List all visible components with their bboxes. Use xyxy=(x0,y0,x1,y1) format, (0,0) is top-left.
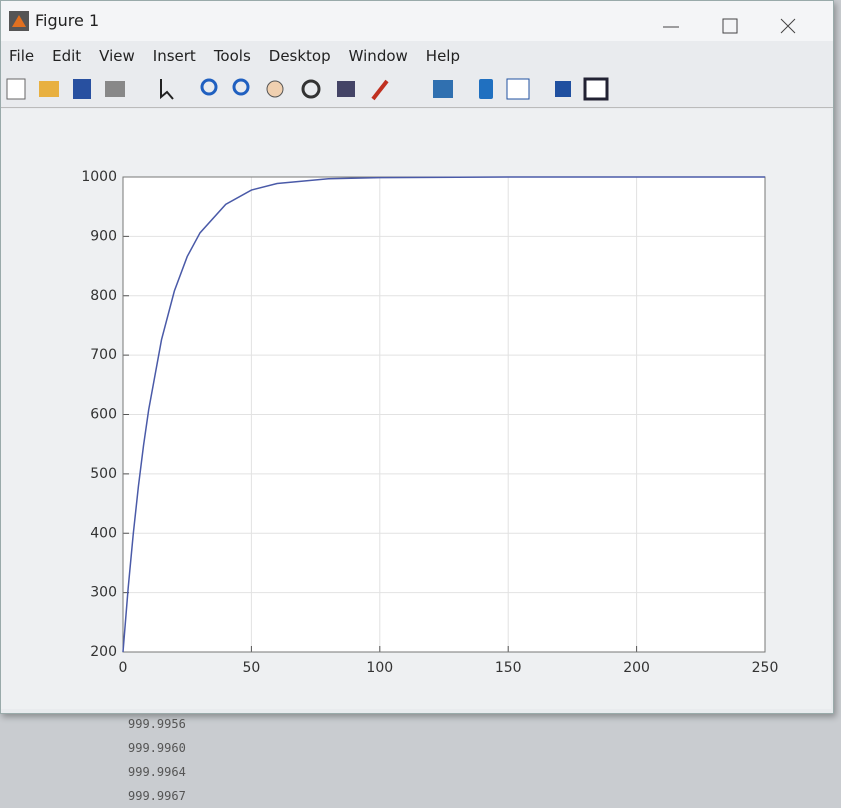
y-tick-label: 600 xyxy=(90,407,117,423)
x-tick-label: 250 xyxy=(752,660,779,676)
y-tick-label: 900 xyxy=(90,228,117,244)
y-tick-label: 800 xyxy=(90,288,117,304)
y-tick-label: 700 xyxy=(90,347,117,363)
menu-item[interactable]: Help xyxy=(426,47,460,65)
page: Figure 1 File Edit View Insert Tools Desktop W… xyxy=(0,0,841,807)
app-icon xyxy=(9,11,29,31)
y-tick-label: 1000 xyxy=(81,169,117,185)
x-tick-label: 0 xyxy=(119,660,128,676)
title-bar: Figure 1 xyxy=(1,1,833,41)
console-line: 999.9956 xyxy=(128,712,186,736)
menu-bar: File Edit View Insert Tools Desktop Window Help xyxy=(1,41,833,71)
x-tick-label: 200 xyxy=(623,660,650,676)
menu-item[interactable]: Window xyxy=(349,47,408,65)
menu-item[interactable]: View xyxy=(99,47,135,65)
x-tick-label: 50 xyxy=(242,660,260,676)
x-tick-label: 150 xyxy=(495,660,522,676)
console-line: 999.9960 xyxy=(128,736,186,760)
y-tick-label: 500 xyxy=(90,466,117,482)
console-line: 999.9964 xyxy=(128,760,186,784)
window-title: Figure 1 xyxy=(35,11,99,30)
y-tick-label: 300 xyxy=(90,585,117,601)
menu-item[interactable]: Edit xyxy=(52,47,81,65)
chart: 200 300 400 500 600 700 800 900 1000 0 50 100 150 200… xyxy=(1,109,831,709)
figure-window: Figure 1 File Edit View Insert Tools Desktop W… xyxy=(0,0,834,714)
y-tick-label: 200 xyxy=(90,644,117,660)
menu-item[interactable]: Tools xyxy=(214,47,251,65)
menu-item[interactable]: Desktop xyxy=(269,47,331,65)
window-controls[interactable] xyxy=(653,9,823,39)
x-tick-label: 100 xyxy=(366,660,393,676)
maximize[interactable] xyxy=(723,19,737,33)
console-line: 999.9967 xyxy=(128,784,186,808)
toolbar-icons[interactable] xyxy=(1,71,621,107)
menu-item[interactable]: File xyxy=(9,47,34,65)
menu-item[interactable]: Insert xyxy=(153,47,196,65)
close[interactable] xyxy=(781,19,795,33)
y-tick-label: 400 xyxy=(90,525,117,541)
toolbar xyxy=(1,71,833,108)
